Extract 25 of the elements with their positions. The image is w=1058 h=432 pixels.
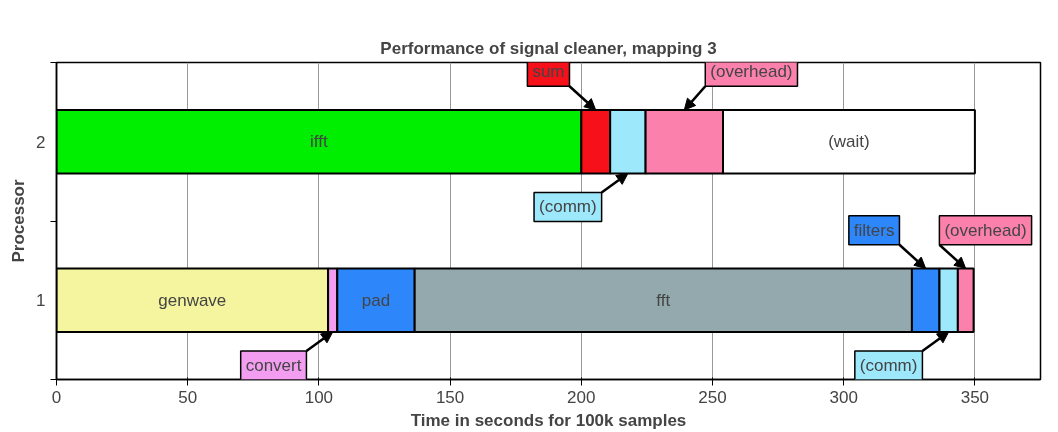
x-tick-label: 0 [51,387,62,407]
x-axis-title: Time in seconds for 100k samples [410,410,687,430]
x-tick-label: 300 [829,387,858,407]
series-label: genwave [158,290,227,310]
x-tick-label: 250 [698,387,727,407]
x-tick-label: 150 [435,387,465,407]
series-label: ifft [310,132,328,152]
x-tick-label: 100 [304,387,334,407]
x-tick-label: 50 [178,387,198,407]
series-label: (overhead) [710,62,793,82]
text: (comm) [859,355,918,375]
series-label: fft [656,290,671,310]
series-label: (wait) [828,132,870,152]
series-label: sum [532,62,565,82]
text: (overhead) [944,220,1027,240]
chart-title: Performance of signal cleaner, mapping 3 [380,38,717,58]
series-label: pad [361,290,391,310]
text: convert [245,355,302,375]
y-tick-label: 2 [36,132,46,152]
y-axis-title: Processor [9,179,29,263]
x-tick-label: 350 [960,387,990,407]
series-label: filters [853,220,895,240]
x-tick-label: 200 [567,387,596,407]
y-tick-label: 1 [36,291,46,311]
series-label: (comm) [539,197,597,217]
